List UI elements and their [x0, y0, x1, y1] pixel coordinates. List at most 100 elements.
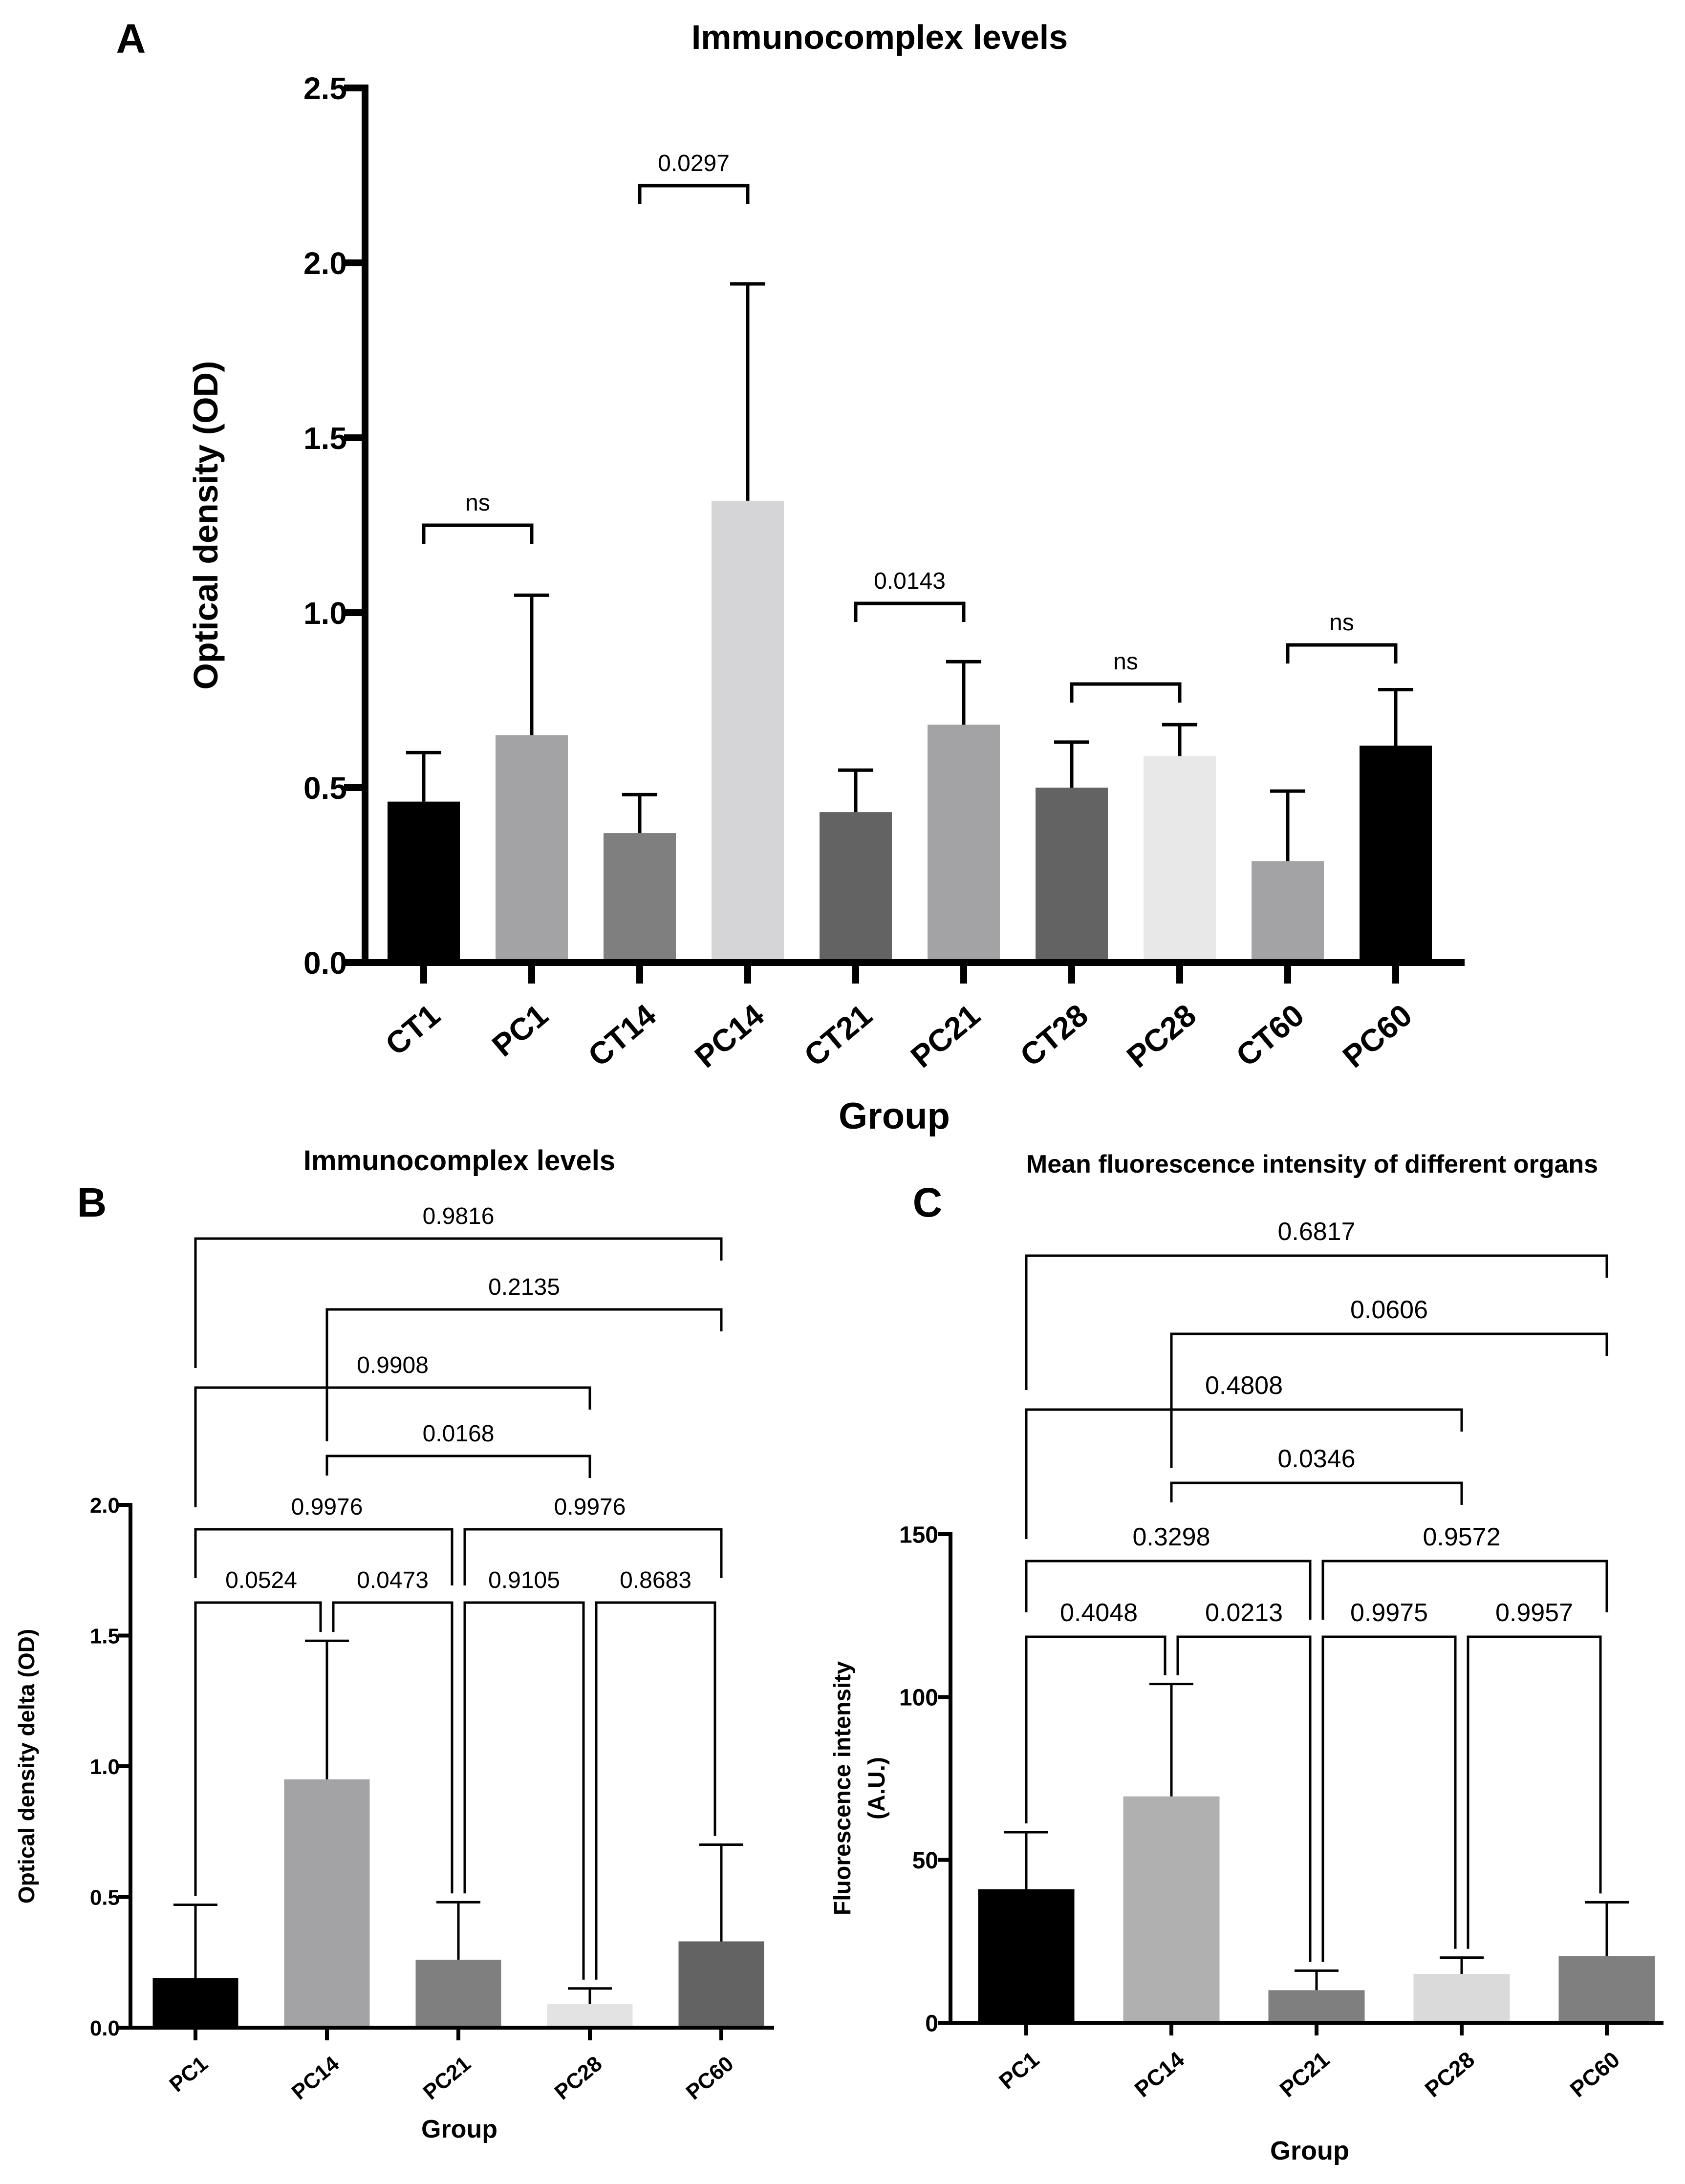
p-value-label: 0.9105	[488, 1567, 560, 1593]
bar-pc60	[1360, 746, 1432, 963]
x-axis-label: Group	[421, 2115, 497, 2143]
p-value-label: 0.9957	[1495, 1599, 1573, 1627]
p-value-label: 0.9975	[1350, 1599, 1428, 1627]
bar-pc60	[1558, 1956, 1655, 2023]
y-axis-label: Optical density delta (OD)	[14, 1629, 39, 1904]
significance-bracket	[194, 1237, 723, 1368]
bar-pc1	[496, 735, 568, 963]
significance-bracket	[1170, 1481, 1463, 1505]
significance-bracket	[1025, 1254, 1608, 1390]
bar-pc14	[712, 500, 784, 963]
p-value-label: ns	[1113, 649, 1138, 675]
p-value-label: 0.9816	[423, 1203, 495, 1229]
significance-bracket	[854, 601, 966, 622]
y-tick-label: 1.0	[90, 1755, 120, 1779]
p-value-label: 0.0143	[874, 568, 946, 594]
bar-pc1	[978, 1889, 1075, 2023]
p-value-label: 0.0606	[1350, 1296, 1428, 1324]
significance-bracket	[1286, 643, 1398, 664]
p-value-label: 0.9572	[1423, 1523, 1500, 1551]
p-value-label: 0.4048	[1060, 1599, 1138, 1627]
significance-bracket	[1025, 1560, 1312, 1620]
bar-pc14	[1123, 1796, 1220, 2023]
p-value-label: 0.0213	[1205, 1599, 1283, 1627]
significance-bracket	[1321, 1635, 1457, 1962]
p-value-label: 0.0473	[357, 1567, 429, 1593]
bar-pc21	[928, 725, 1000, 963]
p-value-label: 0.2135	[488, 1274, 560, 1300]
significance-bracket	[463, 1528, 723, 1585]
panel-letter: B	[77, 1179, 107, 1225]
y-tick-label: 1.0	[303, 596, 347, 631]
y-axis-label: Optical density (OD)	[187, 361, 225, 690]
bar-ct60	[1252, 861, 1324, 963]
y-tick-label: 0.0	[303, 945, 347, 981]
significance-bracket	[194, 1528, 454, 1585]
p-value-label: 0.3298	[1132, 1523, 1210, 1551]
chart-title: Mean fluorescence intensity of different…	[1026, 1150, 1598, 1178]
y-axis-label: Fluorescence intensity	[830, 1661, 856, 1915]
p-value-label: 0.0346	[1277, 1445, 1355, 1473]
p-value-label: 0.9976	[291, 1494, 363, 1520]
p-value-label: 0.0297	[658, 150, 730, 176]
y-tick-label: 1.5	[303, 421, 347, 456]
y-tick-label: 0.5	[303, 771, 347, 806]
bar-pc21	[415, 1959, 501, 2028]
bar-pc14	[284, 1779, 370, 2028]
significance-bracket	[1321, 1560, 1608, 1620]
bar-pc21	[1268, 1990, 1365, 2023]
significance-bracket	[325, 1455, 591, 1478]
y-tick-label: 0.0	[90, 2016, 120, 2040]
significance-bracket	[1467, 1635, 1602, 1949]
panel-letter: A	[116, 16, 146, 62]
y-tick-label: 0	[925, 2011, 938, 2036]
significance-bracket	[1025, 1635, 1167, 1823]
p-value-label: 0.0524	[225, 1567, 297, 1593]
chart-title: Immunocomplex levels	[303, 1145, 615, 1177]
panel-c-chart: C Mean fluorescence intensity of differen…	[830, 1150, 1663, 2165]
significance-bracket	[194, 1601, 322, 1896]
significance-bracket	[1170, 1332, 1608, 1468]
p-value-label: 0.9908	[357, 1352, 429, 1378]
p-value-label: 0.6817	[1277, 1218, 1355, 1246]
bar-pc28	[1144, 756, 1216, 963]
y-tick-label: 2.5	[303, 71, 347, 106]
bar-ct21	[820, 812, 892, 963]
panel-letter: C	[913, 1179, 943, 1225]
chart-title: Immunocomplex levels	[691, 18, 1068, 56]
significance-bracket	[638, 184, 750, 204]
p-value-label: 0.4808	[1205, 1371, 1283, 1400]
significance-bracket	[194, 1386, 591, 1507]
bar-pc28	[1413, 1974, 1510, 2023]
y-tick-label: 2.0	[90, 1494, 120, 1518]
y-tick-label: 100	[899, 1685, 938, 1711]
p-value-label: 0.9976	[554, 1494, 626, 1520]
significance-bracket	[325, 1308, 723, 1441]
significance-bracket	[332, 1601, 454, 1894]
y-axis-label-unit: (A.U.)	[864, 1757, 890, 1820]
x-axis-label: Group	[839, 1095, 950, 1137]
bar-pc1	[152, 1978, 238, 2028]
significance-bracket	[1070, 682, 1182, 703]
significance-bracket	[463, 1601, 585, 1980]
p-value-label: ns	[465, 490, 490, 516]
y-tick-label: 2.0	[303, 246, 347, 281]
y-tick-label: 1.5	[90, 1624, 120, 1648]
p-value-label: ns	[1329, 610, 1354, 636]
bar-pc28	[547, 2004, 633, 2028]
bar-ct14	[604, 833, 676, 963]
bar-ct28	[1036, 788, 1108, 963]
significance-bracket	[1025, 1408, 1463, 1539]
significance-bracket	[595, 1601, 716, 1980]
y-tick-label: 50	[912, 1848, 938, 1874]
p-value-label: 0.0168	[423, 1421, 495, 1447]
significance-bracket	[1176, 1635, 1312, 1962]
x-axis-label: Group	[1270, 2136, 1349, 2165]
p-value-label: 0.8683	[620, 1567, 691, 1593]
bar-pc60	[678, 1941, 764, 2028]
bar-ct1	[388, 801, 460, 963]
significance-bracket	[422, 523, 534, 544]
y-tick-label: 0.5	[90, 1885, 120, 1909]
